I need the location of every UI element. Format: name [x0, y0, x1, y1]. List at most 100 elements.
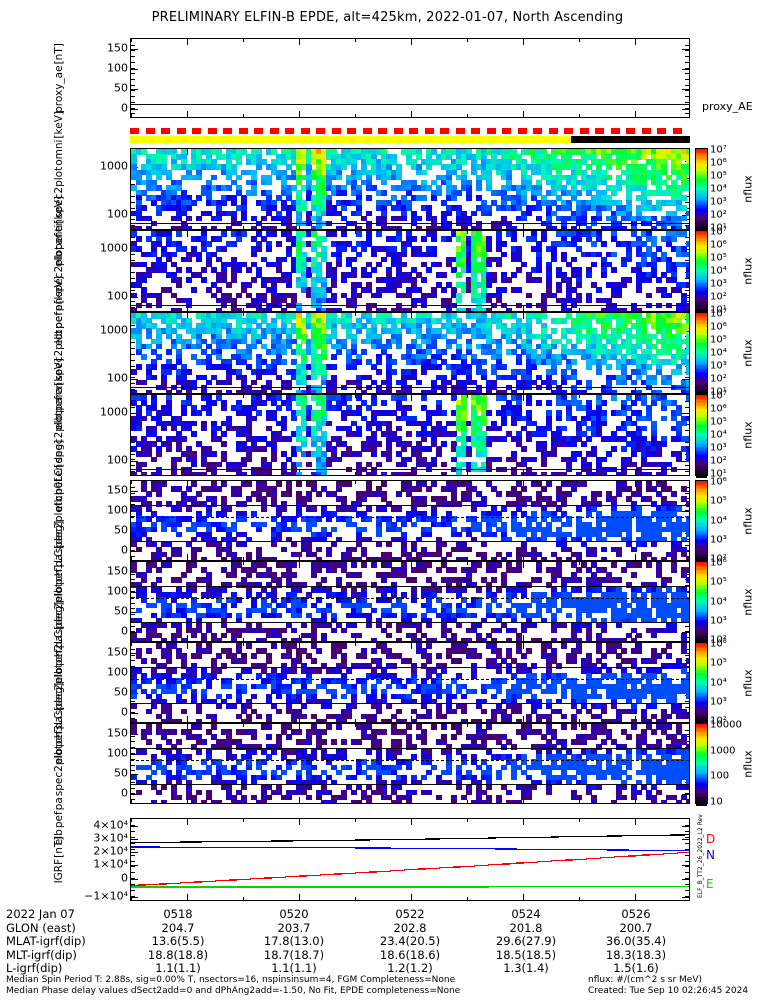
- spec-cell: [321, 343, 327, 350]
- spec-cell: [676, 174, 682, 181]
- spec-cell: [261, 225, 267, 229]
- spec-cell: [516, 190, 522, 196]
- spec-cell: [206, 164, 212, 170]
- spec-cell: [236, 354, 242, 360]
- spec-cell: [331, 282, 337, 288]
- spec-cell: [221, 277, 227, 283]
- spec-cell: [346, 348, 352, 355]
- spec-cell: [576, 159, 582, 165]
- spec-cell: [506, 205, 512, 211]
- spec-cell: [171, 277, 177, 283]
- spec-cell: [296, 307, 302, 311]
- spec-cell: [276, 215, 282, 222]
- spec-cell: [611, 236, 617, 242]
- spec-cell: [551, 364, 557, 370]
- spec-cell: [586, 379, 592, 386]
- spec-cell: [616, 364, 622, 370]
- spec-cell: [651, 359, 657, 365]
- ytick-label: 100: [107, 61, 128, 75]
- spec-cell: [451, 159, 457, 165]
- spec-cell: [371, 400, 377, 406]
- spec-cell: [461, 261, 467, 268]
- spec-cell: [486, 292, 492, 299]
- spec-cell: [191, 272, 197, 278]
- spec-cell: [481, 256, 487, 263]
- spec-cell: [476, 225, 482, 229]
- spec-cell: [301, 441, 307, 447]
- spec-cell: [641, 164, 647, 170]
- spec-cell: [656, 256, 662, 263]
- spec-cell: [671, 261, 677, 268]
- spec-cell: [311, 292, 317, 299]
- spec-cell: [636, 359, 642, 365]
- spec-cell: [331, 318, 337, 324]
- spec-cell: [326, 195, 332, 201]
- spec-cell: [636, 184, 642, 191]
- spec-cell: [481, 200, 487, 206]
- spec-cell: [331, 210, 337, 217]
- spec-cell: [471, 307, 477, 311]
- spec-cell: [431, 389, 437, 393]
- spec-cell: [596, 164, 602, 170]
- spec-cell: [536, 400, 542, 406]
- spec-cell: [131, 333, 137, 340]
- spec-cell: [156, 241, 162, 247]
- spec-cell: [646, 374, 652, 381]
- spec-cell: [331, 184, 337, 191]
- spec-cell: [221, 184, 227, 191]
- spec-cell: [621, 364, 627, 370]
- spec-cell: [621, 159, 627, 165]
- spec-cell: [471, 231, 477, 237]
- spec-cell: [316, 225, 322, 229]
- spec-cell: [476, 246, 482, 252]
- spec-cell: [291, 241, 297, 247]
- spec-cell: [481, 328, 487, 334]
- spec-cell: [426, 359, 432, 365]
- spec-cell: [686, 164, 689, 170]
- spec-cell: [211, 328, 217, 334]
- ytick-label: 100: [107, 289, 128, 303]
- spec-cell: [621, 359, 627, 365]
- spec-cell: [201, 164, 207, 170]
- spec-cell: [561, 215, 567, 222]
- spec-cell: [411, 343, 417, 350]
- spec-cell: [356, 195, 362, 201]
- spec-cell: [436, 451, 442, 457]
- spec-cell: [366, 261, 372, 268]
- spec-cell: [351, 149, 357, 155]
- spec-cell: [631, 184, 637, 191]
- spec-cell: [201, 231, 207, 237]
- spec-cell: [656, 164, 662, 170]
- spec-cell: [401, 215, 407, 222]
- spec-cell: [351, 287, 357, 293]
- spec-cell: [576, 333, 582, 340]
- spec-cell: [571, 236, 577, 242]
- spec-cell: [496, 456, 502, 463]
- spec-cell: [331, 343, 337, 350]
- spec-cell: [326, 420, 332, 427]
- spec-cell: [526, 205, 532, 211]
- spec-cell: [176, 231, 182, 237]
- spec-cell: [161, 481, 167, 487]
- spec-cell: [536, 343, 542, 350]
- spec-cell: [666, 210, 672, 217]
- spec-cell: [151, 164, 157, 170]
- spec-cell: [586, 328, 592, 334]
- spec-cell: [611, 374, 617, 381]
- spec-cell: [391, 359, 397, 365]
- spec-cell: [406, 190, 412, 196]
- spec-cell: [326, 389, 332, 393]
- spec-cell: [136, 277, 142, 283]
- spec-cell: [576, 164, 582, 170]
- spec-cell: [456, 246, 462, 252]
- spec-cell: [606, 307, 612, 311]
- spec-cell: [571, 486, 577, 492]
- spec-cell: [376, 359, 382, 365]
- spec-cell: [261, 190, 267, 196]
- spec-cell: [601, 241, 607, 247]
- spec-cell: [236, 266, 242, 273]
- spec-cell: [461, 241, 467, 247]
- spec-cell: [526, 369, 532, 375]
- spec-cell: [481, 318, 487, 324]
- spec-cell: [421, 354, 427, 360]
